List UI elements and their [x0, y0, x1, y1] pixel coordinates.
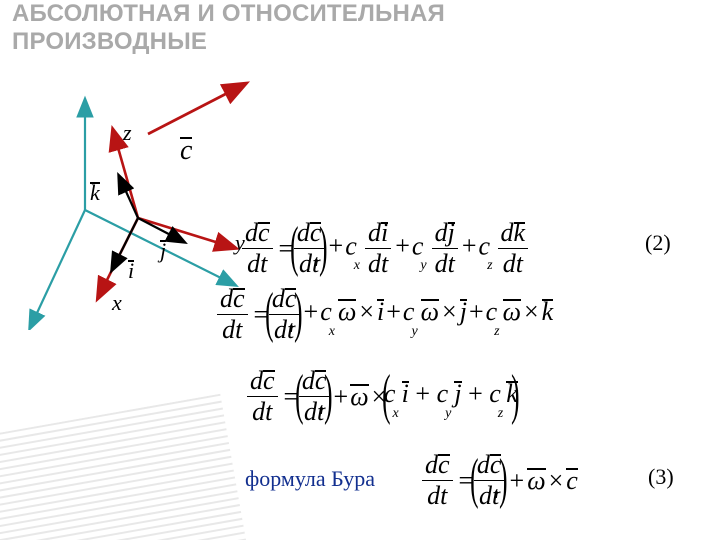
equation-mid: dc dt = ( dc dt )r +cxω×i+cyω×j+czω×k [215, 286, 553, 343]
equation-paren: dc dt = ( dc dt )r + ω× ( cxi + cyj + cz… [245, 368, 512, 425]
label-c: c [180, 135, 192, 167]
label-z: z [123, 120, 132, 146]
equation-2-label: (2) [645, 230, 671, 256]
label-k: k [90, 180, 100, 206]
equation-3: dc dt = ( dc dt )r + ω×c [420, 452, 578, 509]
undefined [148, 84, 245, 134]
label-x: x [112, 290, 122, 316]
heading-line-2: ПРОИЗВОДНЫЕ [12, 28, 445, 56]
page-title: АБСОЛЮТНАЯ И ОТНОСИТЕЛЬНАЯ ПРОИЗВОДНЫЕ [12, 0, 445, 55]
heading-line-1: АБСОЛЮТНАЯ И ОТНОСИТЕЛЬНАЯ [12, 0, 445, 28]
fixed-y [30, 210, 85, 328]
equation-2: dc dt = ( dc dt )r +cxdidt+cydjdt+czdkdt [240, 220, 530, 277]
bura-formula-label: формула Бура [245, 466, 375, 492]
label-i: i [128, 258, 134, 284]
label-j: j [160, 238, 166, 264]
diagonal-decoration [0, 394, 255, 540]
equation-3-label: (3) [648, 464, 674, 490]
